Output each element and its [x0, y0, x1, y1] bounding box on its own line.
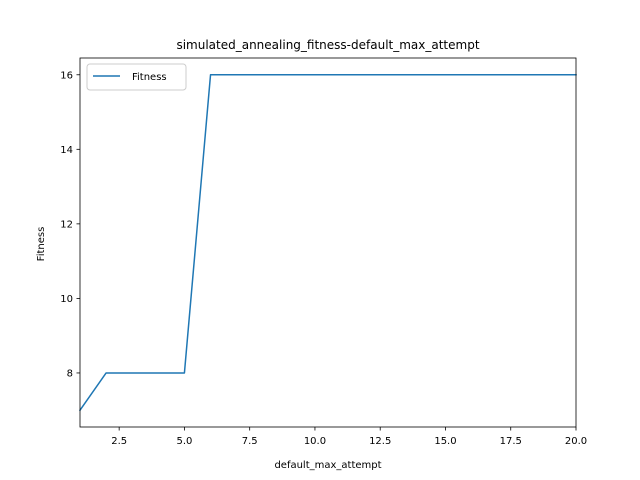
- plot-area: [78, 57, 577, 428]
- legend-box: [86, 63, 187, 91]
- x-tick-label: 7.5: [242, 436, 258, 447]
- chart-title: simulated_annealing_fitness-default_max_…: [176, 38, 479, 52]
- x-tick-label: 20.0: [565, 436, 587, 447]
- x-axis-label: default_max_attempt: [274, 460, 381, 471]
- x-tick-label: 12.5: [369, 436, 391, 447]
- y-tick-label: 14: [60, 145, 73, 156]
- y-axis-ticks: 8 10 12 14 16: [60, 70, 80, 379]
- series-line-fitness: [78, 74, 577, 412]
- x-tick-label: 2.5: [111, 436, 127, 447]
- x-tick-label: 17.5: [500, 436, 522, 447]
- y-tick-label: 12: [60, 219, 73, 230]
- x-axis-ticks: 2.5 5.0 7.5 10.0 12.5 15.0 17.5 20.0: [111, 427, 587, 447]
- y-tick-label: 8: [67, 368, 73, 379]
- x-tick-label: 5.0: [176, 436, 192, 447]
- y-tick-label: 10: [60, 294, 73, 305]
- axes-frame: [79, 57, 577, 428]
- y-axis-label: Fitness: [36, 227, 47, 262]
- x-tick-label: 10.0: [304, 436, 326, 447]
- legend-entry-fitness: Fitness: [132, 72, 167, 83]
- x-tick-label: 15.0: [434, 436, 456, 447]
- legend: Fitness: [86, 63, 187, 91]
- y-tick-label: 16: [60, 70, 73, 81]
